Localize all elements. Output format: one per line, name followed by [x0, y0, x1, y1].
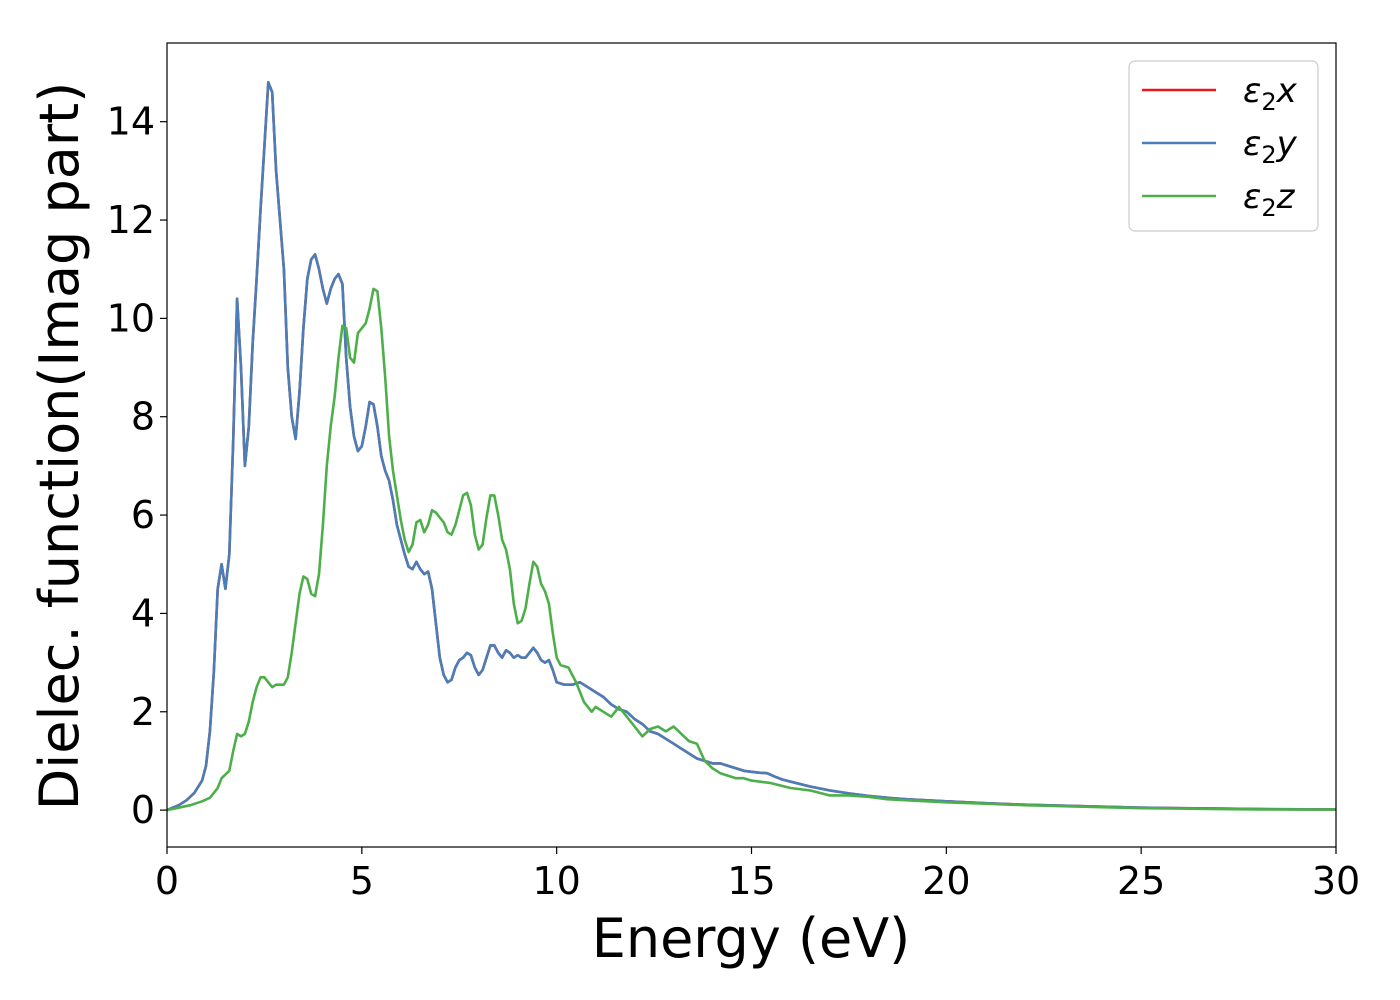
legend-symbol: ε	[1243, 177, 1261, 217]
y-tick-label: 0	[131, 788, 155, 832]
legend-variable: x	[1276, 71, 1298, 111]
series-layer	[166, 81, 1337, 812]
legend-variable: z	[1276, 177, 1296, 217]
y-tick-label: 8	[131, 395, 155, 439]
axes-layer: 0 5 10 15 20 25 30 0 2 4 6 8 10 12 14	[107, 42, 1360, 903]
legend-entry-x: ε2x	[1243, 71, 1298, 116]
x-tick-label: 25	[1117, 859, 1165, 903]
legend-symbol: ε	[1243, 71, 1261, 111]
x-tick-label: 20	[922, 859, 970, 903]
y-tick-label: 2	[131, 690, 155, 734]
y-tick-label: 14	[107, 100, 155, 144]
y-tick-label: 10	[107, 296, 155, 340]
x-axis-label: Energy (eV)	[592, 907, 911, 970]
legend-entry-y: ε2y	[1243, 124, 1298, 169]
x-tick-label: 30	[1312, 859, 1360, 903]
legend-subscript: 2	[1261, 141, 1276, 169]
y-tick-label: 6	[131, 493, 155, 537]
y-tick-label: 12	[107, 198, 155, 242]
x-tick-label: 15	[727, 859, 775, 903]
y-tick-label: 4	[131, 591, 155, 635]
legend-subscript: 2	[1261, 88, 1276, 116]
series-line-z	[166, 287, 1337, 812]
legend-symbol: ε	[1243, 124, 1261, 164]
y-axis-label: Dielec. function(Imag part)	[28, 82, 91, 811]
legend-box	[1128, 60, 1319, 232]
legend-subscript: 2	[1261, 194, 1276, 222]
x-tick-label: 10	[532, 859, 580, 903]
x-tick-label: 5	[350, 859, 374, 903]
legend-entry-z: ε2z	[1243, 177, 1296, 222]
x-tick-label: 0	[155, 859, 179, 903]
series-line-y	[166, 81, 1337, 812]
legend-variable: y	[1276, 124, 1298, 164]
